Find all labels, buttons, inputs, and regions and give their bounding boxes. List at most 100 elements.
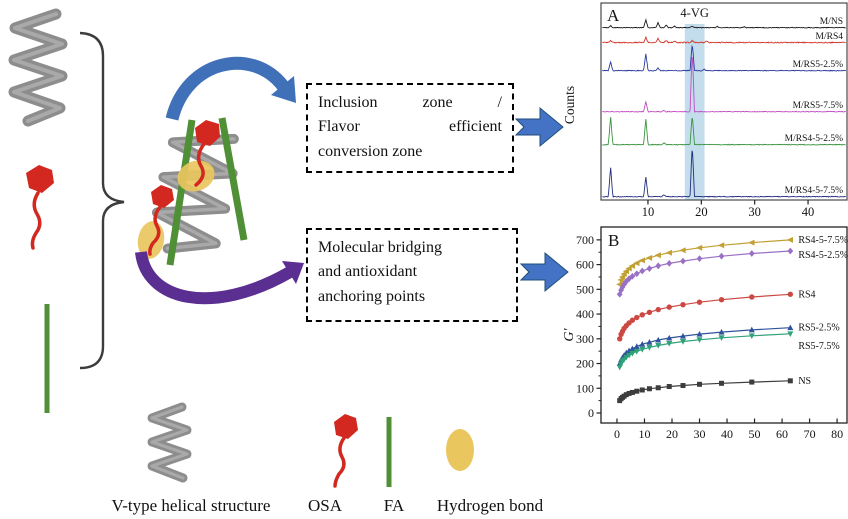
marker-triangle-left	[748, 239, 755, 246]
x-tick-label: 20	[695, 205, 708, 219]
marker-triangle-down	[646, 344, 653, 351]
x-tick-label: 70	[804, 427, 816, 441]
series-label-NS: NS	[798, 376, 811, 387]
series-line-RS4	[619, 293, 791, 339]
marker-triangle-down	[633, 348, 640, 355]
marker-circle	[646, 309, 653, 316]
marker-diamond	[666, 259, 673, 267]
y-tick-label: 400	[576, 307, 594, 321]
x-tick-label: 40	[721, 427, 733, 441]
marker-triangle-up	[646, 339, 653, 345]
marker-triangle-left	[618, 273, 626, 280]
marker-triangle-left	[679, 247, 686, 254]
purple-curved-arrow	[135, 250, 304, 305]
legend-osa-icon	[333, 414, 358, 488]
marker-square	[666, 384, 672, 390]
marker-square	[623, 392, 629, 398]
marker-square	[680, 383, 686, 389]
series-line-RS5-2.5%	[619, 327, 791, 364]
x-tick-label: 30	[748, 205, 761, 219]
marker-square	[787, 378, 793, 384]
marker-triangle-left	[625, 265, 632, 272]
marker-triangle-left	[622, 268, 630, 275]
y-tick-label: 500	[576, 282, 594, 296]
marker-diamond	[696, 255, 703, 263]
plot-frame	[600, 226, 848, 424]
marker-triangle-up	[680, 332, 686, 339]
legend-label-osa: OSA	[307, 496, 342, 515]
complex-fa-line-1	[166, 119, 196, 266]
marker-circle	[718, 297, 725, 303]
y-tick-label: 300	[576, 332, 594, 346]
marker-triangle-left	[786, 236, 794, 243]
marker-triangle-left	[665, 249, 672, 256]
box2-line-2: and antioxidant	[318, 263, 418, 281]
marker-diamond	[623, 278, 630, 285]
marker-triangle-left	[638, 257, 645, 264]
marker-triangle-left	[620, 270, 627, 277]
marker-square	[626, 390, 632, 396]
y-tick-label: 100	[576, 381, 594, 395]
marker-diamond	[748, 250, 755, 257]
y-tick-label: 200	[576, 357, 594, 371]
marker-square	[697, 381, 703, 387]
x-tick-label: 50	[749, 427, 761, 441]
series-label-RS4: RS4	[798, 289, 815, 300]
panel-label: A	[607, 6, 620, 25]
legend-label-hbond: Hydrogen bond	[436, 496, 544, 515]
trace-label: M/RS5-7.5%	[793, 101, 843, 111]
marker-triangle-left	[717, 242, 725, 249]
free-osa-molecule-graphic	[26, 165, 54, 250]
y-axis-title: Counts	[562, 86, 577, 124]
marker-triangle-down	[787, 331, 794, 338]
y-tick-label: 0	[588, 406, 594, 420]
trace-M/RS4	[602, 35, 846, 44]
marker-triangle-up	[718, 328, 725, 335]
box2-line-1: Molecular bridging	[318, 239, 442, 256]
x-tick-label: 0	[614, 427, 620, 441]
complex-fa-line-2	[218, 117, 248, 241]
marker-circle	[787, 291, 794, 297]
trace-label: M/RS4	[816, 32, 844, 42]
x-tick-label: 60	[776, 427, 788, 441]
trace-M/RS5-7.5%	[602, 56, 846, 113]
blue-curved-arrow	[165, 56, 296, 121]
band-label: 4-VG	[680, 6, 708, 20]
trace-M/NS	[602, 18, 846, 29]
complex-osa-molecule-1	[194, 120, 220, 187]
marker-triangle-down	[666, 340, 673, 347]
marker-circle	[749, 294, 755, 300]
marker-circle	[639, 312, 645, 318]
chart-b-g-prime-plot: 0 10 20 30 40 50 60 70 80 0 100 200 300 400 500 600 700 R…	[562, 226, 848, 441]
trace-M/RS5-2.5%	[602, 44, 846, 72]
mechanism-diagram	[8, 8, 569, 488]
marker-circle	[617, 336, 623, 342]
marker-triangle-up	[696, 330, 703, 337]
trace-label: M/RS4-5-2.5%	[785, 134, 843, 144]
marker-diamond	[621, 280, 628, 288]
molecular-bridging-box: Molecular bridging and antioxidant ancho…	[306, 228, 518, 322]
marker-triangle-left	[695, 244, 703, 251]
y-tick-label: 700	[576, 233, 594, 247]
x-tick-label: 20	[666, 427, 678, 441]
legend-label-v-helix: V-type helical structure	[111, 496, 271, 515]
chart-a-chromatogram: M/NS M/RS4 M/RS5-2.5% M/RS5-7.5% M/RS4-5-2.5…	[562, 2, 848, 219]
marker-circle	[666, 304, 672, 310]
marker-square	[629, 389, 635, 395]
marker-triangle-down	[748, 333, 755, 340]
marker-triangle-up	[655, 336, 662, 343]
box2-line-3: anchoring points	[318, 287, 426, 305]
marker-diamond	[619, 283, 626, 291]
marker-square	[655, 385, 661, 391]
marker-triangle-down	[639, 346, 646, 353]
marker-circle	[680, 301, 686, 308]
box1-line-3: conversion zone	[318, 142, 423, 160]
box1-line-2: Flavor efficient	[318, 118, 502, 136]
marker-square	[639, 387, 645, 393]
x-tick-label: 10	[642, 205, 655, 219]
marker-square	[749, 379, 755, 385]
series-line-NS	[619, 380, 791, 401]
y-tick-label: 600	[576, 258, 594, 272]
inclusion-complex-graphic	[137, 117, 248, 266]
legend-hbond-icon	[446, 429, 474, 471]
